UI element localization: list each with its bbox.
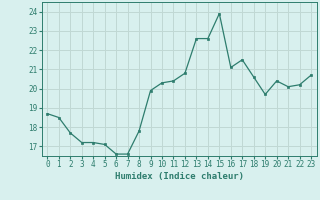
X-axis label: Humidex (Indice chaleur): Humidex (Indice chaleur): [115, 172, 244, 181]
